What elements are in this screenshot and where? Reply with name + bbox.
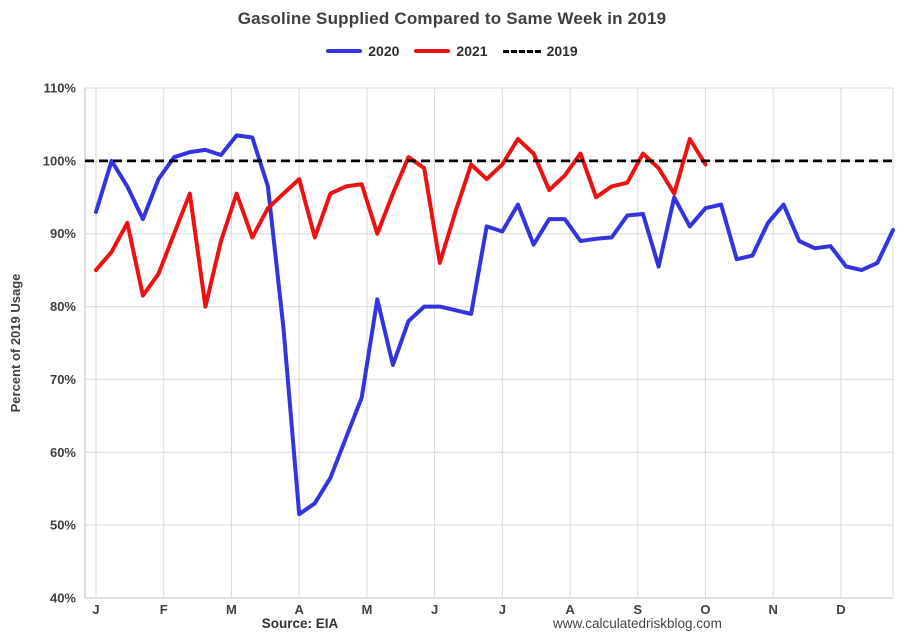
source-label: Source: EIA [261,616,339,631]
legend-item-2020: 2020 [326,43,399,59]
series-line-2020 [94,133,895,517]
legend-label-2020: 2020 [368,43,400,59]
x-tick-label: M [226,602,237,617]
legend-item-2019: 2019 [502,43,578,59]
chart-title: Gasoline Supplied Compared to Same Week … [237,9,667,28]
x-tick-label: F [160,602,168,617]
y-tick-label: 40% [50,591,76,606]
x-tick-label: O [700,602,710,617]
y-tick-label: 90% [50,226,76,241]
x-tick-label: J [431,602,438,617]
chart-legend: 2020 2021 2019 [0,43,904,59]
x-tick-label: D [836,602,845,617]
x-tick-label: J [92,602,99,617]
y-tick-label: 100% [43,153,77,168]
y-tick-label: 110% [43,81,76,96]
x-tick-label: A [294,602,304,617]
legend-item-2021: 2021 [414,43,488,59]
y-axis-title: Percent of 2019 Usage [8,274,23,413]
y-tick-label: 80% [50,299,76,314]
y-tick-label: 60% [50,445,76,460]
x-tick-label: J [499,602,506,617]
y-tick-label: 70% [50,372,76,387]
website-label: www.calculatedriskblog.com [553,616,722,631]
x-tick-label: M [361,602,372,617]
legend-label-2021: 2021 [456,43,488,59]
y-tick-label: 50% [50,518,76,533]
series-line-2021 [94,137,708,309]
legend-swatch-2020 [326,49,363,53]
line-chart: 110% 100% 90% 80% 70% 60% 50% 40% J F M A M J J A S O N D Pe… [8,81,895,617]
x-tick-label: S [633,602,642,617]
x-tick-label: A [565,602,575,617]
legend-swatch-2021 [414,49,451,53]
legend-label-2019: 2019 [546,43,578,59]
x-tick-label: N [768,602,777,617]
legend-swatch-2019 [502,49,541,53]
